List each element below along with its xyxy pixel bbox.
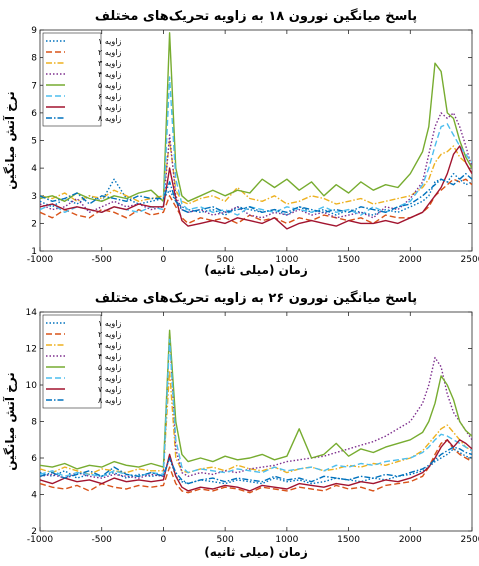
y-tick-label: 5	[31, 137, 37, 147]
series-line-5	[40, 329, 472, 470]
y-tick-label: 10	[26, 381, 38, 391]
legend-entry: زاویه ۱	[98, 319, 121, 328]
legend-entry: زاویه ۶	[98, 374, 121, 383]
plot-area	[39, 29, 473, 252]
plot-area	[39, 311, 473, 532]
y-tick-label: 9	[31, 26, 37, 36]
series-line-8	[40, 173, 472, 213]
series-line-2	[40, 439, 472, 494]
x-tick-label: -1000	[27, 255, 53, 265]
y-axis-label: نرخ آتش میانگین	[2, 372, 17, 471]
series-line-4	[40, 333, 472, 479]
chart-title: پاسخ میانگین نورون ۲۶ به زاویه تحریک‌های…	[95, 290, 417, 306]
legend-entry: زاویه ۵	[98, 81, 121, 90]
y-tick-label: 2	[31, 219, 37, 229]
chart-title: پاسخ میانگین نورون ۱۸ به زاویه تحریک‌های…	[95, 8, 417, 24]
legend-entry: زاویه ۷	[98, 103, 121, 112]
y-axis-label: نرخ آتش میانگین	[2, 91, 17, 190]
x-tick-label: 0	[161, 535, 167, 545]
series-line-7	[40, 145, 472, 230]
legend-entry: زاویه ۱	[98, 37, 121, 46]
x-tick-label: 500	[217, 535, 234, 545]
legend-entry: زاویه ۳	[98, 341, 121, 350]
x-tick-label: 1500	[337, 535, 360, 545]
y-tick-label: 8	[31, 54, 37, 64]
x-tick-label: -500	[91, 535, 112, 545]
legend-entry: زاویه ۷	[98, 385, 121, 394]
legend-entry: زاویه ۴	[98, 352, 121, 361]
y-tick-label: 14	[26, 308, 38, 318]
x-tick-label: 0	[161, 255, 167, 265]
x-tick-label: 2000	[399, 255, 422, 265]
y-tick-label: 3	[31, 192, 37, 202]
legend-box	[42, 32, 102, 127]
legend-entry: زاویه ۳	[98, 59, 121, 68]
y-tick-label: 2	[31, 527, 37, 537]
x-tick-label: 1000	[275, 255, 298, 265]
y-tick-label: 6	[31, 454, 37, 464]
chart-1: پاسخ میانگین نورون ۱۸ به زاویه تحریک‌های…	[2, 8, 479, 277]
legend-entry: زاویه ۵	[98, 363, 121, 372]
x-tick-label: -500	[91, 255, 112, 265]
y-tick-label: 12	[26, 345, 37, 355]
legend-entry: زاویه ۲	[98, 48, 121, 57]
legend-box	[42, 314, 102, 409]
y-tick-label: 4	[31, 491, 37, 501]
chart-2: پاسخ میانگین نورون ۲۶ به زاویه تحریک‌های…	[2, 290, 479, 559]
series-line-5	[40, 32, 472, 202]
legend-entry: زاویه ۴	[98, 70, 121, 79]
legend-entry: زاویه ۸	[98, 396, 121, 405]
y-tick-label: 4	[31, 164, 37, 174]
y-tick-label: 6	[31, 109, 37, 119]
x-tick-label: 2500	[461, 535, 479, 545]
series-line-8	[40, 446, 472, 485]
x-tick-label: 1000	[275, 535, 298, 545]
series-line-7	[40, 439, 472, 492]
y-tick-label: 8	[31, 418, 37, 428]
y-tick-label: 7	[31, 81, 37, 91]
x-tick-label: -1000	[27, 535, 53, 545]
x-tick-label: 2500	[461, 255, 479, 265]
y-tick-label: 1	[31, 247, 37, 257]
x-axis-label: زمان (میلی ثانیه)	[204, 263, 308, 277]
legend: زاویه ۱ زاویه ۲ زاویه ۳ زاویه ۴ زاویه ۵ زاویه…	[42, 32, 121, 127]
series-line-6	[40, 338, 472, 477]
series-line-3	[40, 369, 472, 476]
series-line-2	[40, 178, 472, 225]
legend-entry: زاویه ۲	[98, 330, 121, 339]
x-tick-label: 500	[217, 255, 234, 265]
series-group	[40, 32, 472, 230]
series-line-3	[40, 139, 472, 205]
x-tick-label: 2000	[399, 535, 422, 545]
legend-entry: زاویه ۸	[98, 114, 121, 123]
legend: زاویه ۱ زاویه ۲ زاویه ۳ زاویه ۴ زاویه ۵ زاویه…	[42, 314, 121, 409]
x-tick-label: 1500	[337, 255, 360, 265]
x-axis-label: زمان (میلی ثانیه)	[204, 545, 308, 559]
series-group	[40, 329, 472, 494]
legend-entry: زاویه ۶	[98, 92, 121, 101]
